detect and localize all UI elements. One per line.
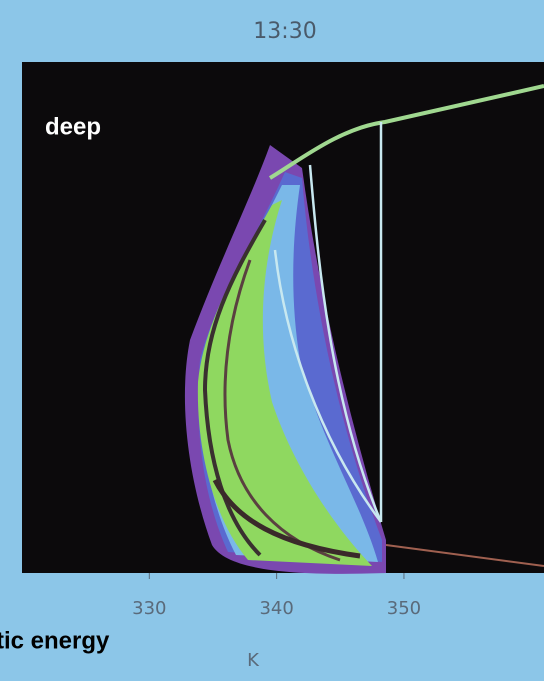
density-streak [212,478,361,559]
chart-title: 13:30 [253,19,316,44]
right-line [385,544,544,567]
annotation: deep [45,113,101,140]
density-core [197,200,372,566]
x-tick-label: 340 [259,598,293,619]
x-tick-label: 330 [132,598,166,619]
density-streak [223,259,341,562]
density-streak [202,218,267,557]
curve-line [308,164,383,523]
trajectories [268,84,544,567]
side-label: tic energy [0,627,110,654]
x-tick-label: 350 [387,598,421,619]
curve-line [273,249,383,523]
x-axis-label: K [247,650,260,671]
top-line [268,84,544,180]
density-field [184,145,386,574]
